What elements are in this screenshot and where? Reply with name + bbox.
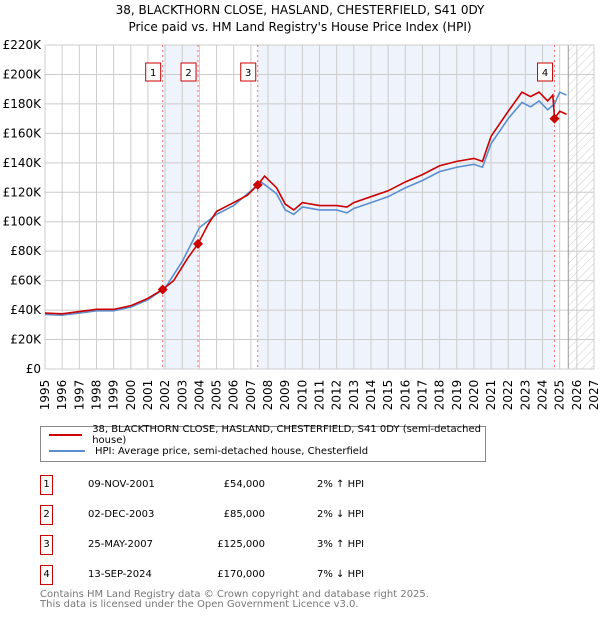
sale-label: 4 <box>542 68 548 79</box>
x-tick-label: 2019 <box>450 380 464 411</box>
sale-label: 3 <box>245 68 251 79</box>
y-tick-label: £220K <box>3 38 43 52</box>
x-tick-label: 2016 <box>398 380 412 411</box>
x-tick-label: 2007 <box>244 380 258 411</box>
chart-subtitle: Price paid vs. HM Land Registry's House … <box>128 20 472 34</box>
y-tick-label: £60K <box>10 274 42 288</box>
x-tick-label: 2001 <box>141 380 155 411</box>
sale-date: 13-SEP-2024 <box>88 569 152 580</box>
price-chart: £0 £20K £40K £60K £80K £100K £120K £140K £160K £1… <box>3 38 600 411</box>
x-tick-label: 2002 <box>158 380 172 411</box>
series-line <box>44 91 567 317</box>
y-tick-label: £120K <box>3 185 43 199</box>
sale-date: 09-NOV-2001 <box>88 479 155 490</box>
y-tick-label: £180K <box>3 97 43 111</box>
y-tick-label: £200K <box>3 67 43 81</box>
sale-point <box>549 113 560 124</box>
sale-row: 1 09-NOV-2001 £54,000 2% ↑ HPI <box>40 475 440 495</box>
x-tick-label: 1999 <box>107 380 121 411</box>
x-tick-label: 2015 <box>381 380 395 411</box>
x-tick-label: 2023 <box>518 380 532 411</box>
x-tick-label: 2018 <box>433 380 447 411</box>
x-tick-label: 2004 <box>192 380 206 411</box>
x-tick-label: 2025 <box>553 380 567 411</box>
footer: Contains HM Land Registry data © Crown c… <box>40 589 429 610</box>
shade-region <box>257 45 555 369</box>
sale-label: 1 <box>150 68 156 79</box>
y-tick-label: £100K <box>3 215 43 229</box>
sale-label-box <box>537 62 554 82</box>
sale-number: 2 <box>40 505 53 525</box>
x-tick-label: 2003 <box>175 380 189 411</box>
sale-point <box>193 238 204 249</box>
x-tick-label: 2005 <box>210 380 224 411</box>
sale-point <box>157 284 168 295</box>
y-tick-label: £40K <box>10 303 42 317</box>
sale-date: 25-MAY-2007 <box>88 539 154 550</box>
sale-number: 3 <box>40 535 53 555</box>
sale-number: 4 <box>40 565 53 585</box>
sale-label-box <box>180 62 197 82</box>
sale-number: 1 <box>40 475 53 495</box>
x-tick-label: 2020 <box>467 380 481 411</box>
sale-hpi-diff: 2% ↓ HPI <box>317 509 365 520</box>
x-tick-label: 2017 <box>415 380 429 411</box>
legend: 38, BLACKTHORN CLOSE, HASLAND, CHESTERFI… <box>40 424 486 462</box>
y-tick-label: £80K <box>10 244 42 258</box>
plot-border <box>44 44 595 370</box>
sale-label: 2 <box>185 68 191 79</box>
sale-price: £125,000 <box>217 539 265 550</box>
sale-hpi-diff: 7% ↓ HPI <box>317 569 365 580</box>
chart-title: 38, BLACKTHORN CLOSE, HASLAND, CHESTERFI… <box>115 3 485 17</box>
x-tick-label: 1995 <box>38 380 52 411</box>
sale-label-box <box>240 62 257 82</box>
x-tick-label: 2026 <box>570 380 584 411</box>
x-tick-label: 2024 <box>536 380 550 411</box>
x-tick-label: 1996 <box>55 380 69 411</box>
x-tick-label: 2012 <box>330 380 344 411</box>
x-tick-label: 2013 <box>347 380 361 411</box>
sale-price: £85,000 <box>223 509 265 520</box>
sale-row: 4 13-SEP-2024 £170,000 7% ↓ HPI <box>40 565 440 585</box>
x-tick-label: 2000 <box>124 380 138 411</box>
x-tick-label: 1997 <box>72 380 86 411</box>
x-tick-label: 2014 <box>364 380 378 411</box>
x-tick-label: 2022 <box>501 380 515 411</box>
y-tick-label: £20K <box>10 333 42 347</box>
sale-date: 02-DEC-2003 <box>88 509 155 520</box>
y-tick-label: £0 <box>26 362 41 376</box>
x-tick-label: 2009 <box>278 380 292 411</box>
x-tick-label: 2006 <box>227 380 241 411</box>
legend-item-property: 38, BLACKTHORN CLOSE, HASLAND, CHESTERFI… <box>49 424 485 446</box>
y-tick-label: £160K <box>3 126 43 140</box>
legend-item-hpi: HPI: Average price, semi-detached house,… <box>49 443 368 459</box>
x-tick-label: 1998 <box>89 380 103 411</box>
sale-price: £170,000 <box>217 569 265 580</box>
x-tick-label: 2008 <box>261 380 275 411</box>
x-tick-label: 2011 <box>313 380 327 411</box>
sale-price: £54,000 <box>223 479 265 490</box>
sale-row: 3 25-MAY-2007 £125,000 3% ↑ HPI <box>40 535 440 555</box>
x-tick-label: 2027 <box>587 380 600 411</box>
y-tick-label: £140K <box>3 156 43 170</box>
shade-region <box>162 45 199 369</box>
forecast-hatch <box>568 45 594 369</box>
sale-row: 2 02-DEC-2003 £85,000 2% ↓ HPI <box>40 505 440 525</box>
x-tick-label: 2010 <box>295 380 309 411</box>
x-tick-label: 2021 <box>484 380 498 411</box>
sale-hpi-diff: 2% ↑ HPI <box>317 479 365 490</box>
sale-point <box>252 179 263 190</box>
sale-label-box <box>145 62 162 82</box>
sale-hpi-diff: 3% ↑ HPI <box>317 539 365 550</box>
